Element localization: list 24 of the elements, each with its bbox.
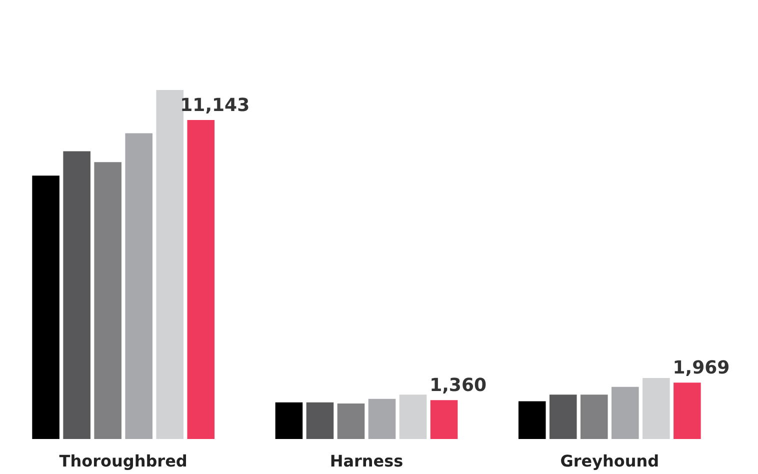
bar — [32, 176, 60, 439]
data-label: 1,360 — [430, 375, 487, 396]
bar — [63, 151, 90, 439]
bar — [156, 90, 184, 439]
bar — [674, 382, 701, 439]
bar — [642, 378, 670, 439]
data-label: 1,969 — [672, 358, 730, 379]
x-tick-label: Harness — [330, 452, 404, 470]
x-tick-label: Greyhound — [560, 452, 660, 470]
bar — [612, 386, 639, 439]
bar — [125, 133, 152, 439]
x-tick-label: Thoroughbred — [59, 452, 188, 470]
bar — [187, 120, 215, 439]
bar — [306, 402, 334, 439]
bar — [518, 401, 546, 439]
bar — [549, 394, 577, 439]
bar — [275, 402, 303, 439]
bar — [399, 394, 427, 439]
bar — [337, 404, 365, 439]
bar — [580, 394, 608, 439]
bar — [368, 398, 396, 439]
bar — [94, 162, 122, 439]
data-label: 11,143 — [180, 94, 250, 116]
bar — [430, 400, 458, 439]
